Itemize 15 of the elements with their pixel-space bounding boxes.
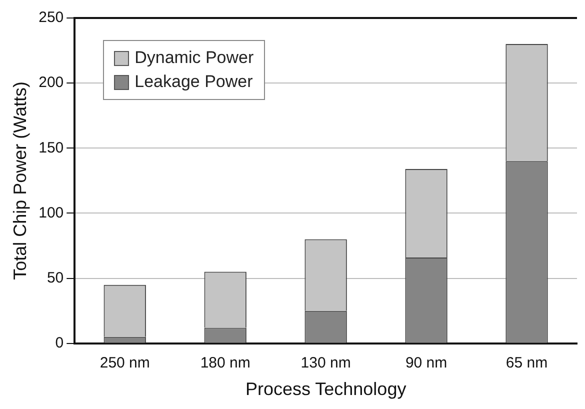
legend-label: Dynamic Power	[134, 47, 254, 69]
x-tick-label: 130 nm	[300, 354, 351, 372]
x-tick-label: 180 nm	[200, 354, 250, 372]
x-tick-label: 65 nm	[506, 354, 548, 372]
y-tick-label: 50	[46, 269, 64, 286]
y-tick-label: 100	[38, 204, 64, 222]
x-axis-title: Process Technology	[245, 379, 406, 400]
y-tick-label: 0	[55, 334, 64, 352]
y-axis-title: Total Chip Power (Watts)	[10, 82, 30, 280]
y-tick-label: 150	[38, 139, 64, 156]
y-tick-label: 200	[38, 74, 64, 92]
x-tick-label: 90 nm	[405, 354, 448, 372]
y-tick-label: 250	[38, 9, 64, 26]
legend-label: Leakage Power	[134, 71, 253, 93]
x-tick-label: 250 nm	[100, 354, 150, 372]
